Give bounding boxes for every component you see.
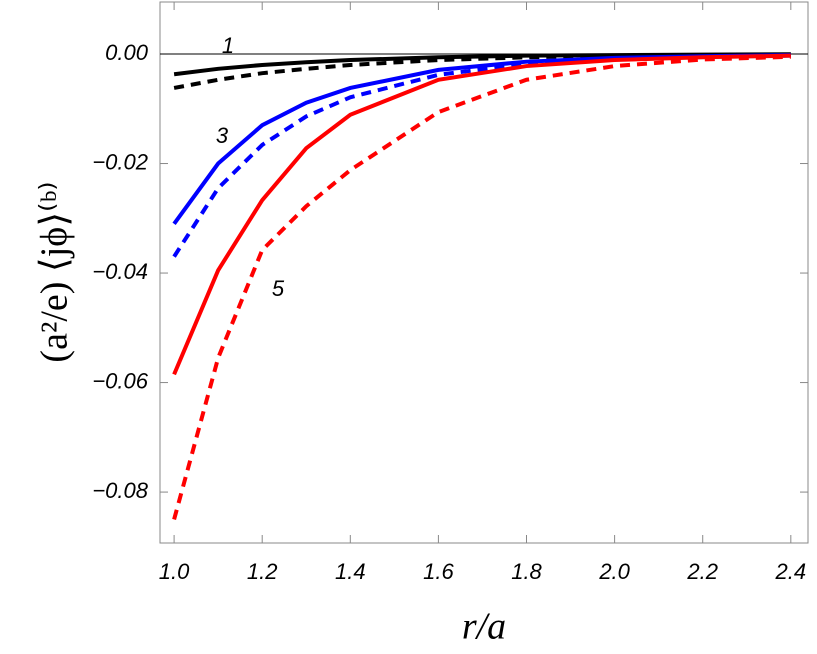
series-line	[173, 52, 791, 90]
x-tick-label: 1.8	[511, 559, 542, 584]
series-line	[172, 53, 791, 258]
series-line	[172, 53, 791, 376]
plot-frame	[159, 1, 809, 544]
x-tick-label: 2.4	[775, 559, 807, 584]
curve-annotation: 3	[216, 123, 229, 148]
y-tick-label: −0.06	[92, 368, 148, 393]
y-tick-label: 0.00	[105, 40, 149, 65]
series-line	[173, 52, 791, 77]
series-line	[172, 53, 791, 225]
y-tick-label: −0.02	[92, 149, 148, 174]
curve-annotation: 5	[272, 276, 285, 301]
x-tick-label: 1.0	[159, 559, 190, 584]
series-line	[172, 54, 791, 520]
y-tick-label: −0.08	[92, 478, 148, 503]
x-tick-label: 1.6	[423, 559, 454, 584]
y-axis-label: (a²/e) ⟨jϕ⟩⁽ᵇ⁾	[34, 181, 76, 362]
x-tick-label: 2.0	[598, 559, 630, 584]
y-tick-label: −0.04	[92, 259, 148, 284]
x-tick-label: 1.2	[247, 559, 278, 584]
curve-annotation: 1	[222, 33, 234, 58]
x-tick-label: 2.2	[686, 559, 718, 584]
x-tick-label: 1.4	[335, 559, 366, 584]
x-axis-label: r/a	[462, 606, 506, 648]
